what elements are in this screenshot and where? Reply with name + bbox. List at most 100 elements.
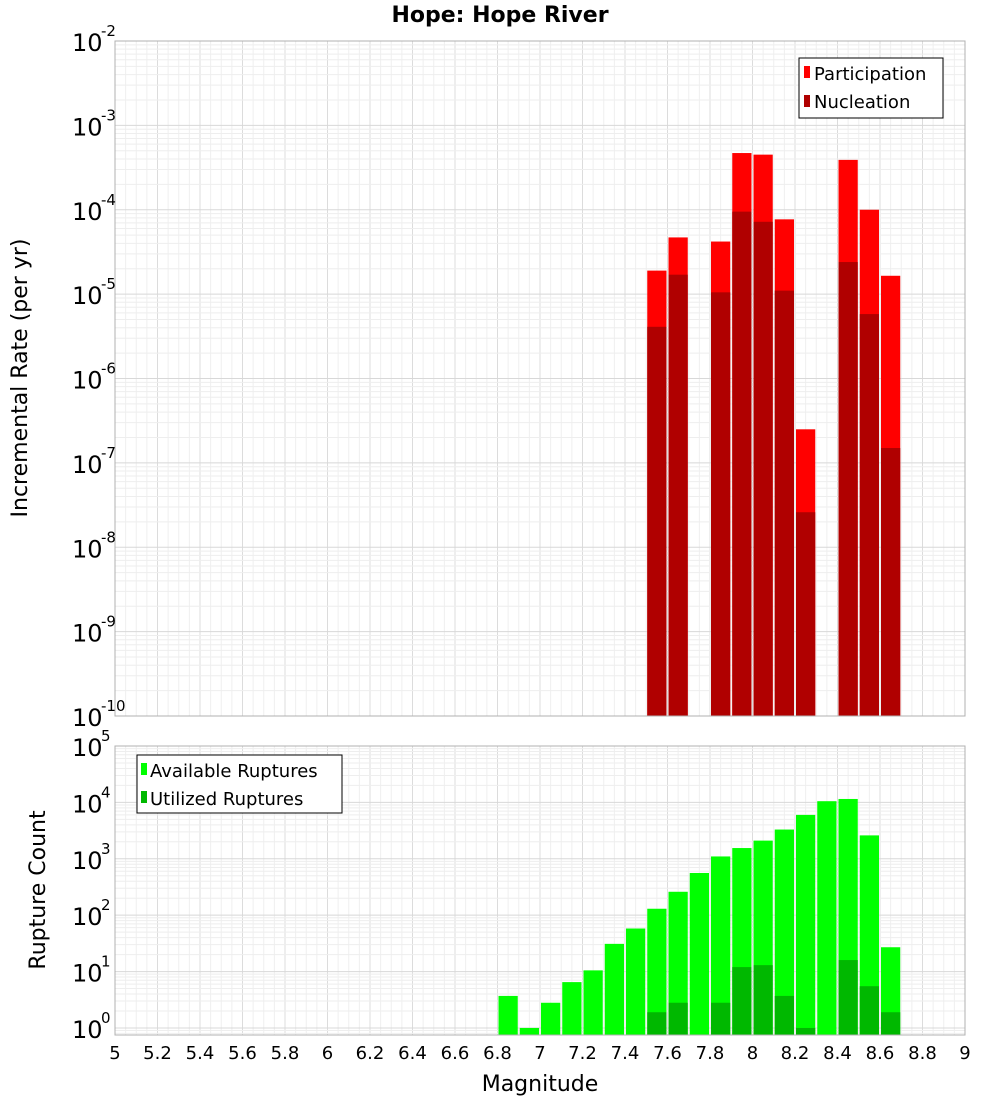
bar-available-ruptures (519, 1027, 539, 1035)
bar-nucleation (711, 292, 731, 716)
y-tick-label: 10 (72, 704, 103, 732)
bar-available-ruptures (498, 995, 518, 1035)
y-tick-exponent: -9 (101, 613, 116, 631)
legend-swatch-utilized (141, 791, 147, 803)
x-tick-label: 7.4 (611, 1043, 640, 1064)
x-tick-label: 6.4 (398, 1043, 427, 1064)
y-tick-label: 10 (72, 535, 103, 563)
x-tick-label: 5.8 (271, 1043, 300, 1064)
bar-available-ruptures (583, 970, 603, 1035)
chart-title: Hope: Hope River (391, 3, 608, 28)
bar-utilized-ruptures (859, 986, 879, 1035)
y-tick-exponent: -2 (101, 22, 116, 40)
bar-utilized-ruptures (838, 960, 858, 1035)
x-tick-label: 6.8 (483, 1043, 512, 1064)
x-axis-label: Magnitude (482, 1072, 599, 1097)
bar-utilized-ruptures (711, 1002, 731, 1035)
bar-utilized-ruptures (881, 1012, 901, 1035)
bar-nucleation (647, 326, 667, 716)
x-tick-label: 7.2 (568, 1043, 597, 1064)
bar-available-ruptures (604, 943, 624, 1035)
y-tick-exponent: -7 (101, 444, 116, 462)
x-tick-label: 7 (534, 1043, 545, 1064)
y-tick-label: 10 (72, 198, 103, 226)
bar-nucleation (774, 290, 794, 716)
y-tick-label: 10 (72, 282, 103, 310)
bar-nucleation (859, 314, 879, 716)
y-tick-exponent: -8 (101, 528, 116, 546)
bar-utilized-ruptures (753, 965, 773, 1035)
y-tick-exponent: 2 (101, 896, 111, 914)
y-tick-exponent: -5 (101, 275, 116, 293)
legend-swatch-nucleation (804, 95, 810, 107)
y-tick-label: 10 (72, 790, 103, 818)
x-tick-label: 5 (109, 1043, 120, 1064)
y-tick-label: 10 (72, 734, 103, 762)
bar-nucleation (732, 211, 752, 716)
legend-label-nucleation: Nucleation (814, 92, 910, 113)
bar-utilized-ruptures (668, 1002, 688, 1035)
y-tick-label: 10 (72, 29, 103, 57)
bar-available-ruptures (774, 829, 794, 1035)
y-tick-exponent: 5 (101, 727, 111, 745)
y-tick-label: 10 (72, 620, 103, 648)
bar-nucleation (881, 448, 901, 716)
y-tick-exponent: -3 (101, 106, 116, 124)
x-tick-label: 9 (959, 1043, 970, 1064)
top-y-axis-label: Incremental Rate (per yr) (8, 239, 33, 518)
y-tick-exponent: -10 (101, 697, 126, 715)
bottom-y-axis-label: Rupture Count (26, 810, 51, 970)
legend-label-participation: Participation (814, 64, 926, 85)
bar-available-ruptures (689, 872, 709, 1035)
y-tick-exponent: 3 (101, 840, 111, 858)
bar-available-ruptures (562, 982, 582, 1035)
top-plot-border (114, 40, 966, 717)
x-tick-label: 7.6 (653, 1043, 682, 1064)
x-tick-label: 8 (747, 1043, 758, 1064)
bar-available-ruptures (859, 835, 879, 1035)
bottom-plot-border (114, 745, 966, 1036)
x-tick-label: 8.4 (823, 1043, 852, 1064)
bar-available-ruptures (711, 856, 731, 1035)
x-tick-label: 5.6 (228, 1043, 257, 1064)
y-tick-exponent: -6 (101, 360, 116, 378)
x-tick-label: 5.2 (143, 1043, 172, 1064)
x-tick-label: 7.8 (696, 1043, 725, 1064)
y-tick-label: 10 (72, 1016, 103, 1044)
bar-available-ruptures (626, 928, 646, 1035)
bar-nucleation (838, 262, 858, 716)
bar-available-ruptures (541, 1002, 561, 1035)
bar-utilized-ruptures (796, 1027, 816, 1035)
y-tick-label: 10 (72, 960, 103, 988)
x-tick-label: 5.4 (186, 1043, 215, 1064)
top-legend-box (798, 57, 944, 119)
top-bars (647, 153, 901, 717)
bar-utilized-ruptures (774, 995, 794, 1035)
top-legend: Participation Nucleation (798, 57, 944, 119)
x-tick-label: 8.8 (908, 1043, 937, 1064)
bar-nucleation (753, 221, 773, 716)
bar-nucleation (668, 274, 688, 716)
bar-utilized-ruptures (732, 967, 752, 1035)
x-tick-label: 8.6 (866, 1043, 895, 1064)
bar-available-ruptures (817, 801, 837, 1035)
y-tick-label: 10 (72, 847, 103, 875)
x-tick-label: 6.6 (441, 1043, 470, 1064)
y-tick-exponent: 0 (101, 1009, 111, 1027)
y-tick-label: 10 (72, 451, 103, 479)
top-grid (114, 40, 966, 717)
bar-utilized-ruptures (647, 1012, 667, 1035)
bar-nucleation (796, 512, 816, 716)
y-tick-label: 10 (72, 903, 103, 931)
x-tick-label: 6 (322, 1043, 333, 1064)
x-tick-label: 8.2 (781, 1043, 810, 1064)
y-tick-label: 10 (72, 113, 103, 141)
bar-available-ruptures (796, 814, 816, 1035)
bar-available-ruptures (668, 891, 688, 1035)
x-tick-labels: 5 5.2 5.4 5.6 5.8 6 6.2 6.4 6.6 6.8 7 7.2 7.4 7.6 7.8 8… (109, 1043, 970, 1064)
